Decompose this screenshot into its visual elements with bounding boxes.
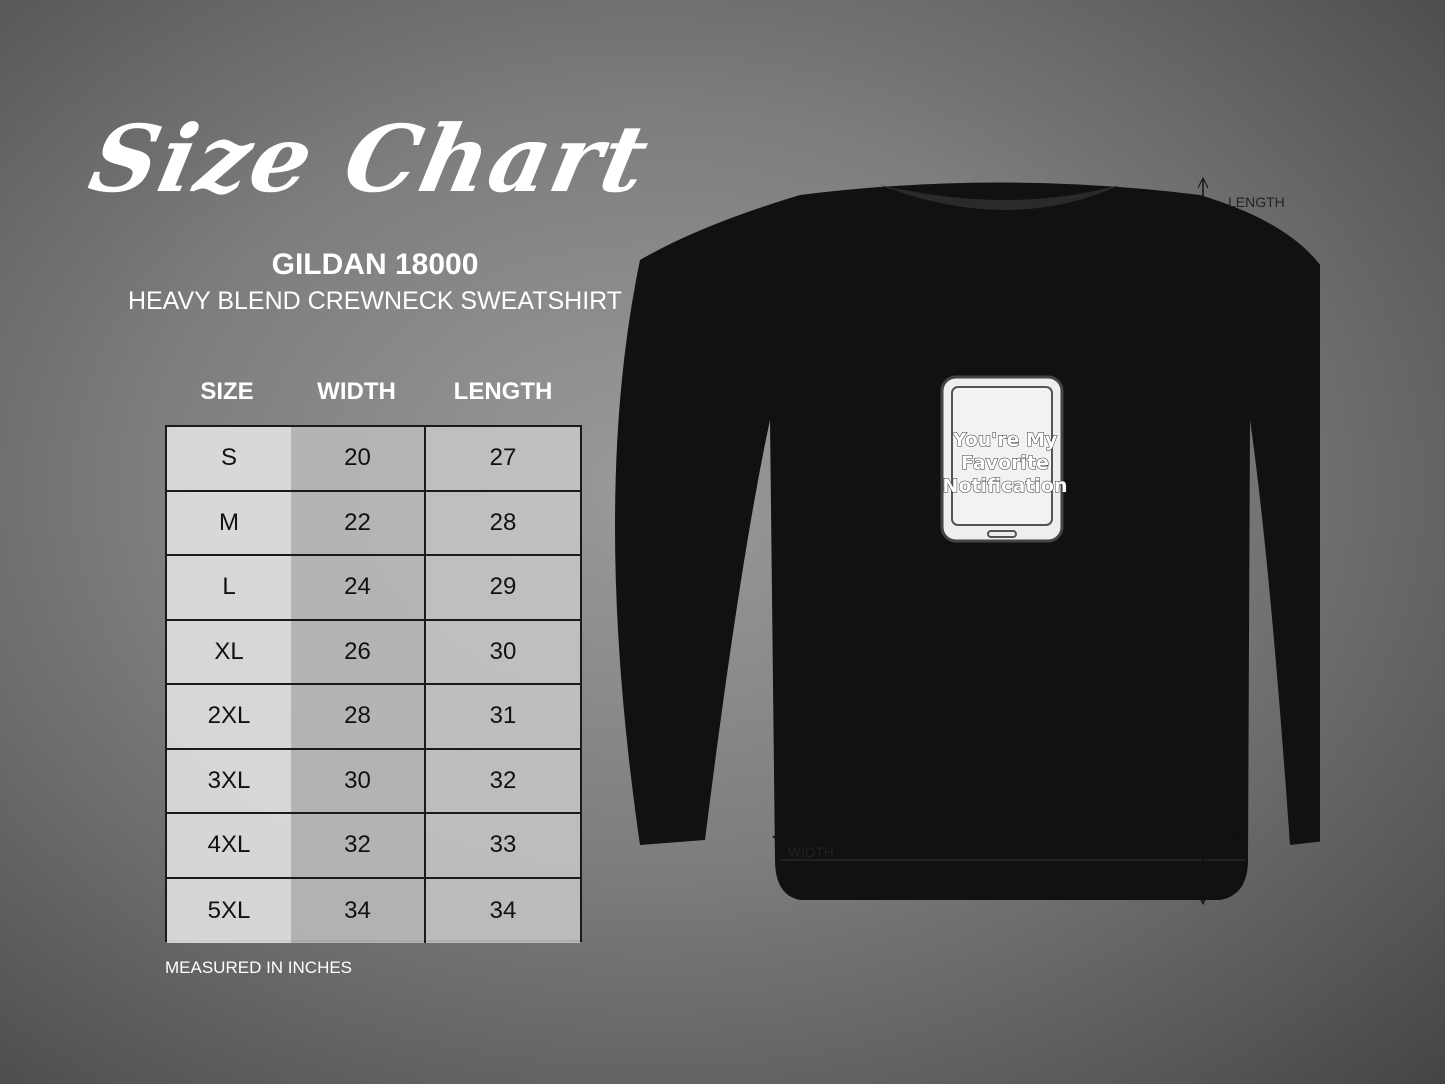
width-cell: 28	[291, 685, 426, 748]
table-row: 2XL 28 31	[167, 685, 580, 750]
length-cell: 27	[426, 427, 580, 490]
size-cell: M	[167, 491, 291, 554]
size-cell: L	[167, 556, 291, 619]
table-row: 4XL 32 33	[167, 814, 580, 879]
header-length: LENGTH	[453, 378, 553, 405]
measurement-note: MEASURED IN INCHES	[165, 958, 353, 977]
table-row: 5XL 34 34	[167, 878, 580, 943]
sweatshirt-diagram: You're My Favorite Notification LENGTH W…	[615, 176, 1320, 906]
table-row: M 22 28	[167, 491, 580, 556]
size-cell: 5XL	[167, 878, 291, 943]
table-row: 3XL 30 32	[167, 749, 580, 814]
length-cell: 31	[426, 685, 580, 748]
brand-model: GILDAN 18000	[271, 248, 479, 281]
width-cell: 34	[291, 878, 426, 943]
width-cell: 32	[291, 814, 426, 877]
table-row: XL 26 30	[167, 620, 580, 685]
length-cell: 33	[426, 814, 580, 877]
size-cell: 3XL	[167, 749, 291, 812]
table-row: S 20 27	[167, 427, 580, 492]
design-line-3: Notification	[943, 475, 1068, 497]
header-width: WIDTH	[317, 378, 396, 405]
length-cell: 34	[426, 878, 580, 943]
size-cell: S	[167, 427, 291, 490]
width-cell: 30	[291, 749, 426, 812]
length-cell: 32	[426, 749, 580, 812]
size-table: S 20 27 M 22 28 L 24 29 XL 26 30 2XL 28 31 3XL 30 32 4XL 32…	[165, 425, 582, 943]
design-line-2: Favorite	[961, 452, 1049, 474]
size-cell: 4XL	[167, 814, 291, 877]
length-cell: 28	[426, 491, 580, 554]
length-cell: 30	[426, 620, 580, 683]
design-line-1: You're My	[952, 429, 1058, 451]
size-cell: XL	[167, 620, 291, 683]
size-cell: 2XL	[167, 685, 291, 748]
width-cell: 26	[291, 620, 426, 683]
width-cell: 22	[291, 491, 426, 554]
width-cell: 24	[291, 556, 426, 619]
length-label: LENGTH	[1228, 194, 1285, 210]
length-cell: 29	[426, 556, 580, 619]
width-cell: 20	[291, 427, 426, 490]
table-row: L 24 29	[167, 556, 580, 621]
width-label: WIDTH	[788, 844, 834, 860]
product-subtitle: HEAVY BLEND CREWNECK SWEATSHIRT	[127, 287, 623, 315]
header-size: SIZE	[200, 378, 254, 405]
